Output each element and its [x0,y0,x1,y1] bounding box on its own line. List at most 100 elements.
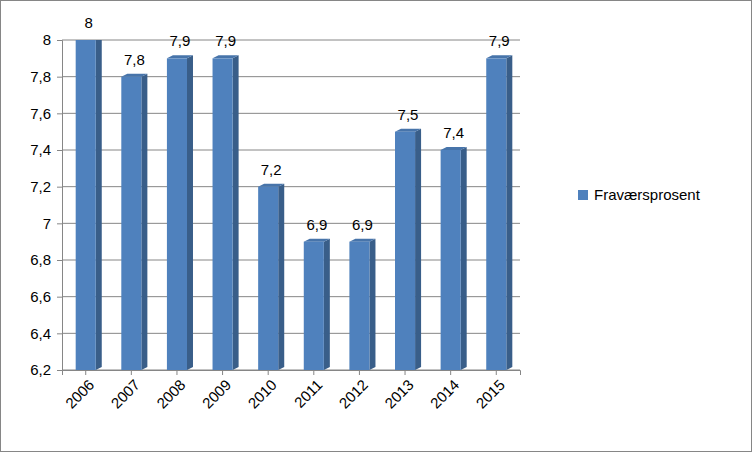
y-tick-mark [57,40,62,41]
y-tick-label: 7 [43,215,51,232]
y-tick: 7,6 [30,105,62,122]
y-tick-label: 7,8 [30,68,51,85]
bar-side [369,239,375,370]
x-tick-mark [131,370,132,375]
x-tick-mark [222,370,223,375]
x-tick-mark [85,370,86,375]
x-tick-label: 2013 [381,376,417,412]
bar [258,187,278,370]
y-tick-mark [57,223,62,224]
bar-side [96,40,102,370]
y-axis: 6,2 6,4 6,6 6,8 7 7,2 7,4 7,6 7,8 8 [30,31,62,378]
x-tick-label: 2012 [335,376,371,412]
bar-top [213,55,239,58]
x-axis-line [63,371,521,376]
chart-border [1,1,752,452]
bar-side [324,239,330,370]
x-tick: 2012 [335,370,371,412]
bar-top [121,74,147,77]
bar [441,150,461,370]
x-tick-label: 2014 [427,376,463,412]
plot: 6,26,46,66,877,27,47,67,8820062007200820… [30,14,520,412]
bar-side [278,184,284,370]
data-labels: 87,87,97,97,26,96,97,57,47,9 [85,14,510,233]
bar-top [167,55,193,58]
x-tick-mark [359,370,360,375]
y-tick-label: 6,8 [30,251,51,268]
y-tick: 7,8 [30,68,62,85]
x-tick-mark [496,370,497,375]
x-tick-label: 2015 [472,376,508,412]
y-tick-label: 6,4 [30,325,51,342]
y-tick-label: 6,2 [30,361,51,378]
y-tick: 7 [43,215,62,232]
y-tick-mark [57,77,62,78]
data-label: 7,9 [170,32,191,49]
bars [76,40,513,370]
data-label: 7,8 [124,51,145,68]
y-tick-label: 7,4 [30,141,51,158]
y-tick-mark [57,113,62,114]
x-tick-label: 2011 [291,376,326,411]
x-tick: 2007 [107,370,143,412]
bar [486,58,506,370]
data-label: 6,9 [352,216,373,233]
chart: 6,26,46,66,877,27,47,67,8820062007200820… [0,0,752,452]
bar-top [441,147,467,150]
x-tick: 2013 [381,370,417,412]
x-tick: 2008 [153,370,189,412]
x-tick: 2014 [427,370,463,412]
x-tick: 2006 [62,370,98,412]
data-label: 7,4 [443,124,464,141]
grid [62,40,520,370]
bar-side [461,147,467,370]
data-label: 7,2 [261,161,282,178]
x-tick-label: 2008 [153,376,189,412]
grid-line [62,40,520,41]
x-tick-mark [176,370,177,375]
y-tick-mark [57,297,62,298]
y-tick-label: 6,6 [30,288,51,305]
x-tick-label: 2007 [107,376,143,412]
bar [121,77,141,370]
y-tick: 7,4 [30,141,62,158]
x-tick-mark [405,370,406,375]
y-axis-line [57,41,63,371]
bar-top [258,184,284,187]
data-label: 7,9 [489,32,510,49]
y-tick-mark [57,333,62,334]
bar [349,242,369,370]
y-tick: 6,6 [30,288,62,305]
bar-side [506,55,512,370]
bar [76,40,96,370]
y-tick-label: 8 [43,31,51,48]
bar-top [349,239,375,242]
x-tick-mark [313,370,314,375]
y-tick: 6,4 [30,325,62,342]
bar-top [395,129,421,132]
y-tick-label: 7,2 [30,178,51,195]
x-tick-label: 2010 [244,376,280,412]
y-tick-mark [57,260,62,261]
data-label: 8 [85,14,93,31]
y-tick-mark [57,370,62,371]
data-label: 6,9 [306,216,327,233]
y-tick-mark [57,150,62,151]
bar-side [415,129,421,370]
x-tick: 2009 [199,370,235,412]
y-tick: 7,2 [30,178,62,195]
y-tick: 8 [43,31,62,48]
x-axis: 20062007 2008 20092010 2011 2012 2013 20142015 [62,370,521,412]
y-tick-mark [57,187,62,188]
legend-item: Fraværsprosent [578,186,701,203]
bar-side [141,74,147,370]
y-tick-label: 7,6 [30,105,51,122]
y-tick: 6,8 [30,251,62,268]
data-label: 7,5 [398,106,419,123]
bar [167,58,187,370]
y-tick: 6,2 [30,361,62,378]
legend-swatch [578,190,588,200]
bar-top [486,55,512,58]
bar [304,242,324,370]
legend-label: Fraværsprosent [594,186,701,203]
